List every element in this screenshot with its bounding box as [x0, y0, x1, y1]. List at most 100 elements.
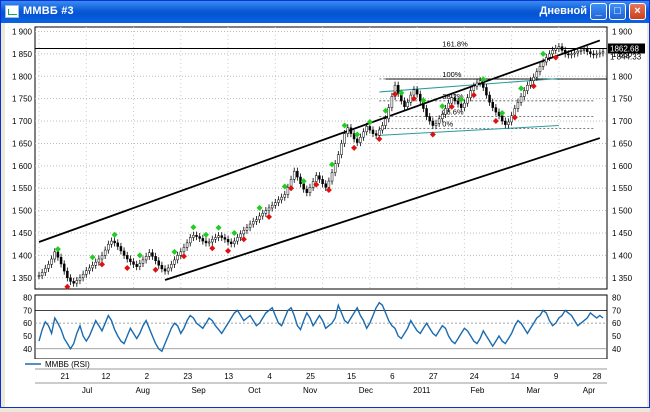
x-month-label: Oct	[248, 386, 261, 395]
price-tick-left: 1 800	[12, 72, 33, 81]
price-candle-body	[59, 256, 63, 265]
rsi-panel[interactable]	[34, 294, 608, 360]
price-candle-body	[207, 241, 211, 244]
title-bar[interactable]: ММВБ #3 Дневной _ □ ×	[1, 1, 649, 23]
channel-line[interactable]	[164, 137, 601, 281]
price-candle-body	[292, 170, 296, 180]
buy-signal-marker	[111, 231, 118, 238]
sell-signal-marker	[266, 213, 273, 220]
x-day-label: 24	[470, 372, 479, 381]
price-candle-body	[138, 263, 142, 267]
price-tick-right: 1 600	[612, 162, 633, 171]
x-axis-month-labels: Jul Aug Sep Oct Nov Dec 2011 Feb Mar Apr	[82, 386, 596, 395]
sell-signal-marker	[511, 114, 518, 121]
price-candle-body	[236, 237, 239, 242]
price-axis-left: 1 900 1 850 1 800 1 750 1 700 1 650 1 600 1 550…	[12, 27, 33, 282]
maximize-button[interactable]: □	[609, 3, 626, 20]
price-candle-body	[447, 102, 450, 109]
price-candle-body	[337, 154, 340, 164]
buy-signal-marker	[54, 246, 61, 253]
sell-signal-marker	[530, 83, 537, 90]
price-candle-body	[195, 235, 198, 237]
price-candle-body	[204, 240, 208, 244]
sell-signal-marker	[180, 253, 187, 260]
price-candle-body	[56, 251, 60, 258]
price-candle-body	[425, 108, 428, 117]
price-candle-body	[192, 235, 195, 238]
price-candle-body	[166, 267, 170, 272]
rsi-tick-right: 70	[612, 306, 621, 315]
price-candle-body	[116, 242, 120, 247]
close-button[interactable]: ×	[629, 3, 646, 20]
price-candle-body	[437, 118, 441, 124]
last-price-label: 1862.68	[610, 44, 639, 53]
price-candle-body	[69, 277, 72, 282]
sell-signal-marker	[470, 92, 477, 99]
chart-canvas[interactable]: 1 900 1 850 1 800 1 750 1 700 1 650 1 600 1 550…	[5, 23, 647, 407]
price-candle-body	[434, 123, 438, 126]
price-candle-body	[185, 242, 189, 248]
price-candle-body	[220, 235, 223, 238]
sell-signal-marker	[64, 283, 71, 290]
price-candle-body	[494, 107, 498, 113]
sell-signal-marker	[376, 135, 383, 142]
price-candle-body	[459, 103, 463, 108]
price-candle-body	[66, 270, 69, 279]
channel-line[interactable]	[38, 39, 601, 243]
x-day-label: 6	[390, 372, 395, 381]
minimize-button[interactable]: _	[590, 3, 607, 20]
price-candle-body	[396, 84, 400, 94]
sell-signal-marker	[351, 144, 358, 151]
price-candle-body	[560, 46, 564, 51]
price-tick-left: 1 550	[12, 184, 33, 193]
price-candle-body	[381, 125, 384, 131]
price-candle-body	[349, 127, 353, 134]
x-month-label: Aug	[136, 386, 150, 395]
rsi-tick-left: 50	[23, 332, 32, 341]
x-day-label: 28	[593, 372, 602, 381]
buy-signal-marker	[480, 76, 487, 83]
sell-signal-marker	[288, 185, 295, 192]
price-candle-body	[151, 252, 154, 257]
x-day-label: 2	[145, 372, 150, 381]
price-tick-left: 1 600	[12, 162, 33, 171]
price-panel[interactable]	[34, 26, 608, 290]
price-candle-body	[229, 241, 233, 245]
rsi-grid	[35, 309, 607, 350]
price-candle-body	[157, 260, 160, 266]
price-candle-body	[504, 120, 507, 125]
price-candle-body	[330, 172, 334, 182]
price-candle-body	[173, 259, 176, 265]
buy-signal-marker	[256, 204, 263, 211]
price-candle-body	[478, 80, 482, 84]
price-bars	[37, 43, 605, 287]
buy-signal-marker	[499, 109, 506, 116]
price-candle-body	[261, 213, 264, 217]
chart-area[interactable]: 1 900 1 850 1 800 1 750 1 700 1 650 1 600 1 550…	[5, 23, 647, 407]
price-tick-right: 1 700	[612, 117, 633, 126]
maximize-icon: □	[614, 5, 621, 17]
price-candle-body	[456, 100, 460, 105]
price-candle-body	[299, 176, 302, 185]
price-candle-body	[333, 163, 337, 173]
price-candle-body	[595, 53, 598, 56]
price-candle-body	[431, 120, 435, 126]
sell-signal-marker	[392, 91, 399, 98]
price-candle-body	[176, 255, 179, 261]
price-candle-body	[226, 239, 230, 243]
price-candle-body	[50, 258, 53, 265]
fib-label: 28.6%	[442, 108, 464, 117]
sell-signal-marker	[325, 187, 332, 194]
price-candle-body	[453, 97, 457, 102]
price-candle-body	[277, 199, 280, 203]
price-candle-body	[132, 261, 135, 265]
x-month-label: Mar	[526, 386, 540, 395]
secondary-price-label: 1 844.33	[610, 53, 642, 62]
price-candle-body	[491, 101, 494, 108]
x-day-label: 4	[267, 372, 272, 381]
x-month-label: Apr	[583, 386, 596, 395]
x-axis-day-labels: 21 12 2 23 13 4 25 15 6 27 24 14 9 28	[61, 372, 602, 381]
price-tick-left: 1 700	[12, 117, 33, 126]
trend-channel[interactable]	[38, 39, 601, 281]
last-price-labels: 1862.681 844.33	[608, 43, 645, 62]
